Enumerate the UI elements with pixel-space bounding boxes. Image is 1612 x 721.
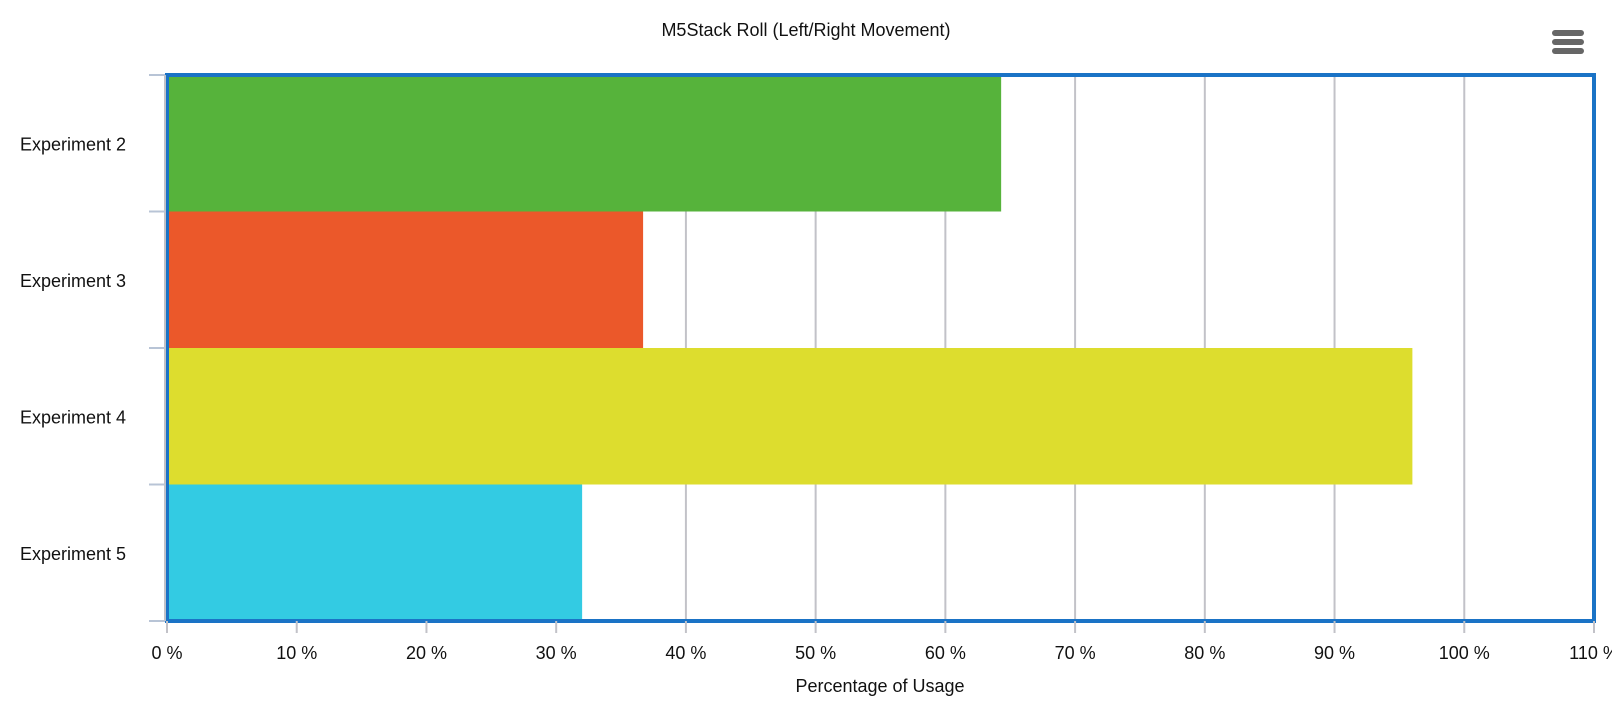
x-tick-label: 60 % (925, 643, 966, 663)
bars (167, 75, 1413, 621)
bar-experiment-4 (167, 348, 1413, 485)
y-tick-label: Experiment 3 (20, 271, 126, 291)
plot-border (165, 73, 1596, 623)
bar-experiment-2 (167, 75, 1002, 212)
y-tick-label: Experiment 2 (20, 134, 126, 154)
x-tick-label: 30 % (536, 643, 577, 663)
x-tick-label: 70 % (1055, 643, 1096, 663)
x-tick-label: 110 % (1569, 643, 1612, 663)
x-tick-label: 100 % (1439, 643, 1490, 663)
chart-title: M5Stack Roll (Left/Right Movement) (661, 20, 950, 40)
menu-bar (1552, 48, 1584, 54)
x-tick-label: 40 % (665, 643, 706, 663)
y-tick-label: Experiment 5 (20, 544, 126, 564)
x-tick-label: 20 % (406, 643, 447, 663)
x-tick-label: 10 % (276, 643, 317, 663)
hamburger-menu-icon[interactable] (1548, 28, 1588, 62)
menu-bar (1552, 30, 1584, 36)
x-tick-label: 80 % (1184, 643, 1225, 663)
x-tick-label: 50 % (795, 643, 836, 663)
y-tick-label: Experiment 4 (20, 407, 126, 427)
bar-experiment-3 (167, 211, 644, 348)
menu-bar (1552, 39, 1584, 45)
bar-experiment-5 (167, 484, 583, 621)
x-axis-title: Percentage of Usage (795, 676, 964, 696)
x-tick-label: 0 % (151, 643, 182, 663)
x-tick-label: 90 % (1314, 643, 1355, 663)
axes: Experiment 2 Experiment 3 Experiment 4 Expe… (20, 74, 1612, 663)
